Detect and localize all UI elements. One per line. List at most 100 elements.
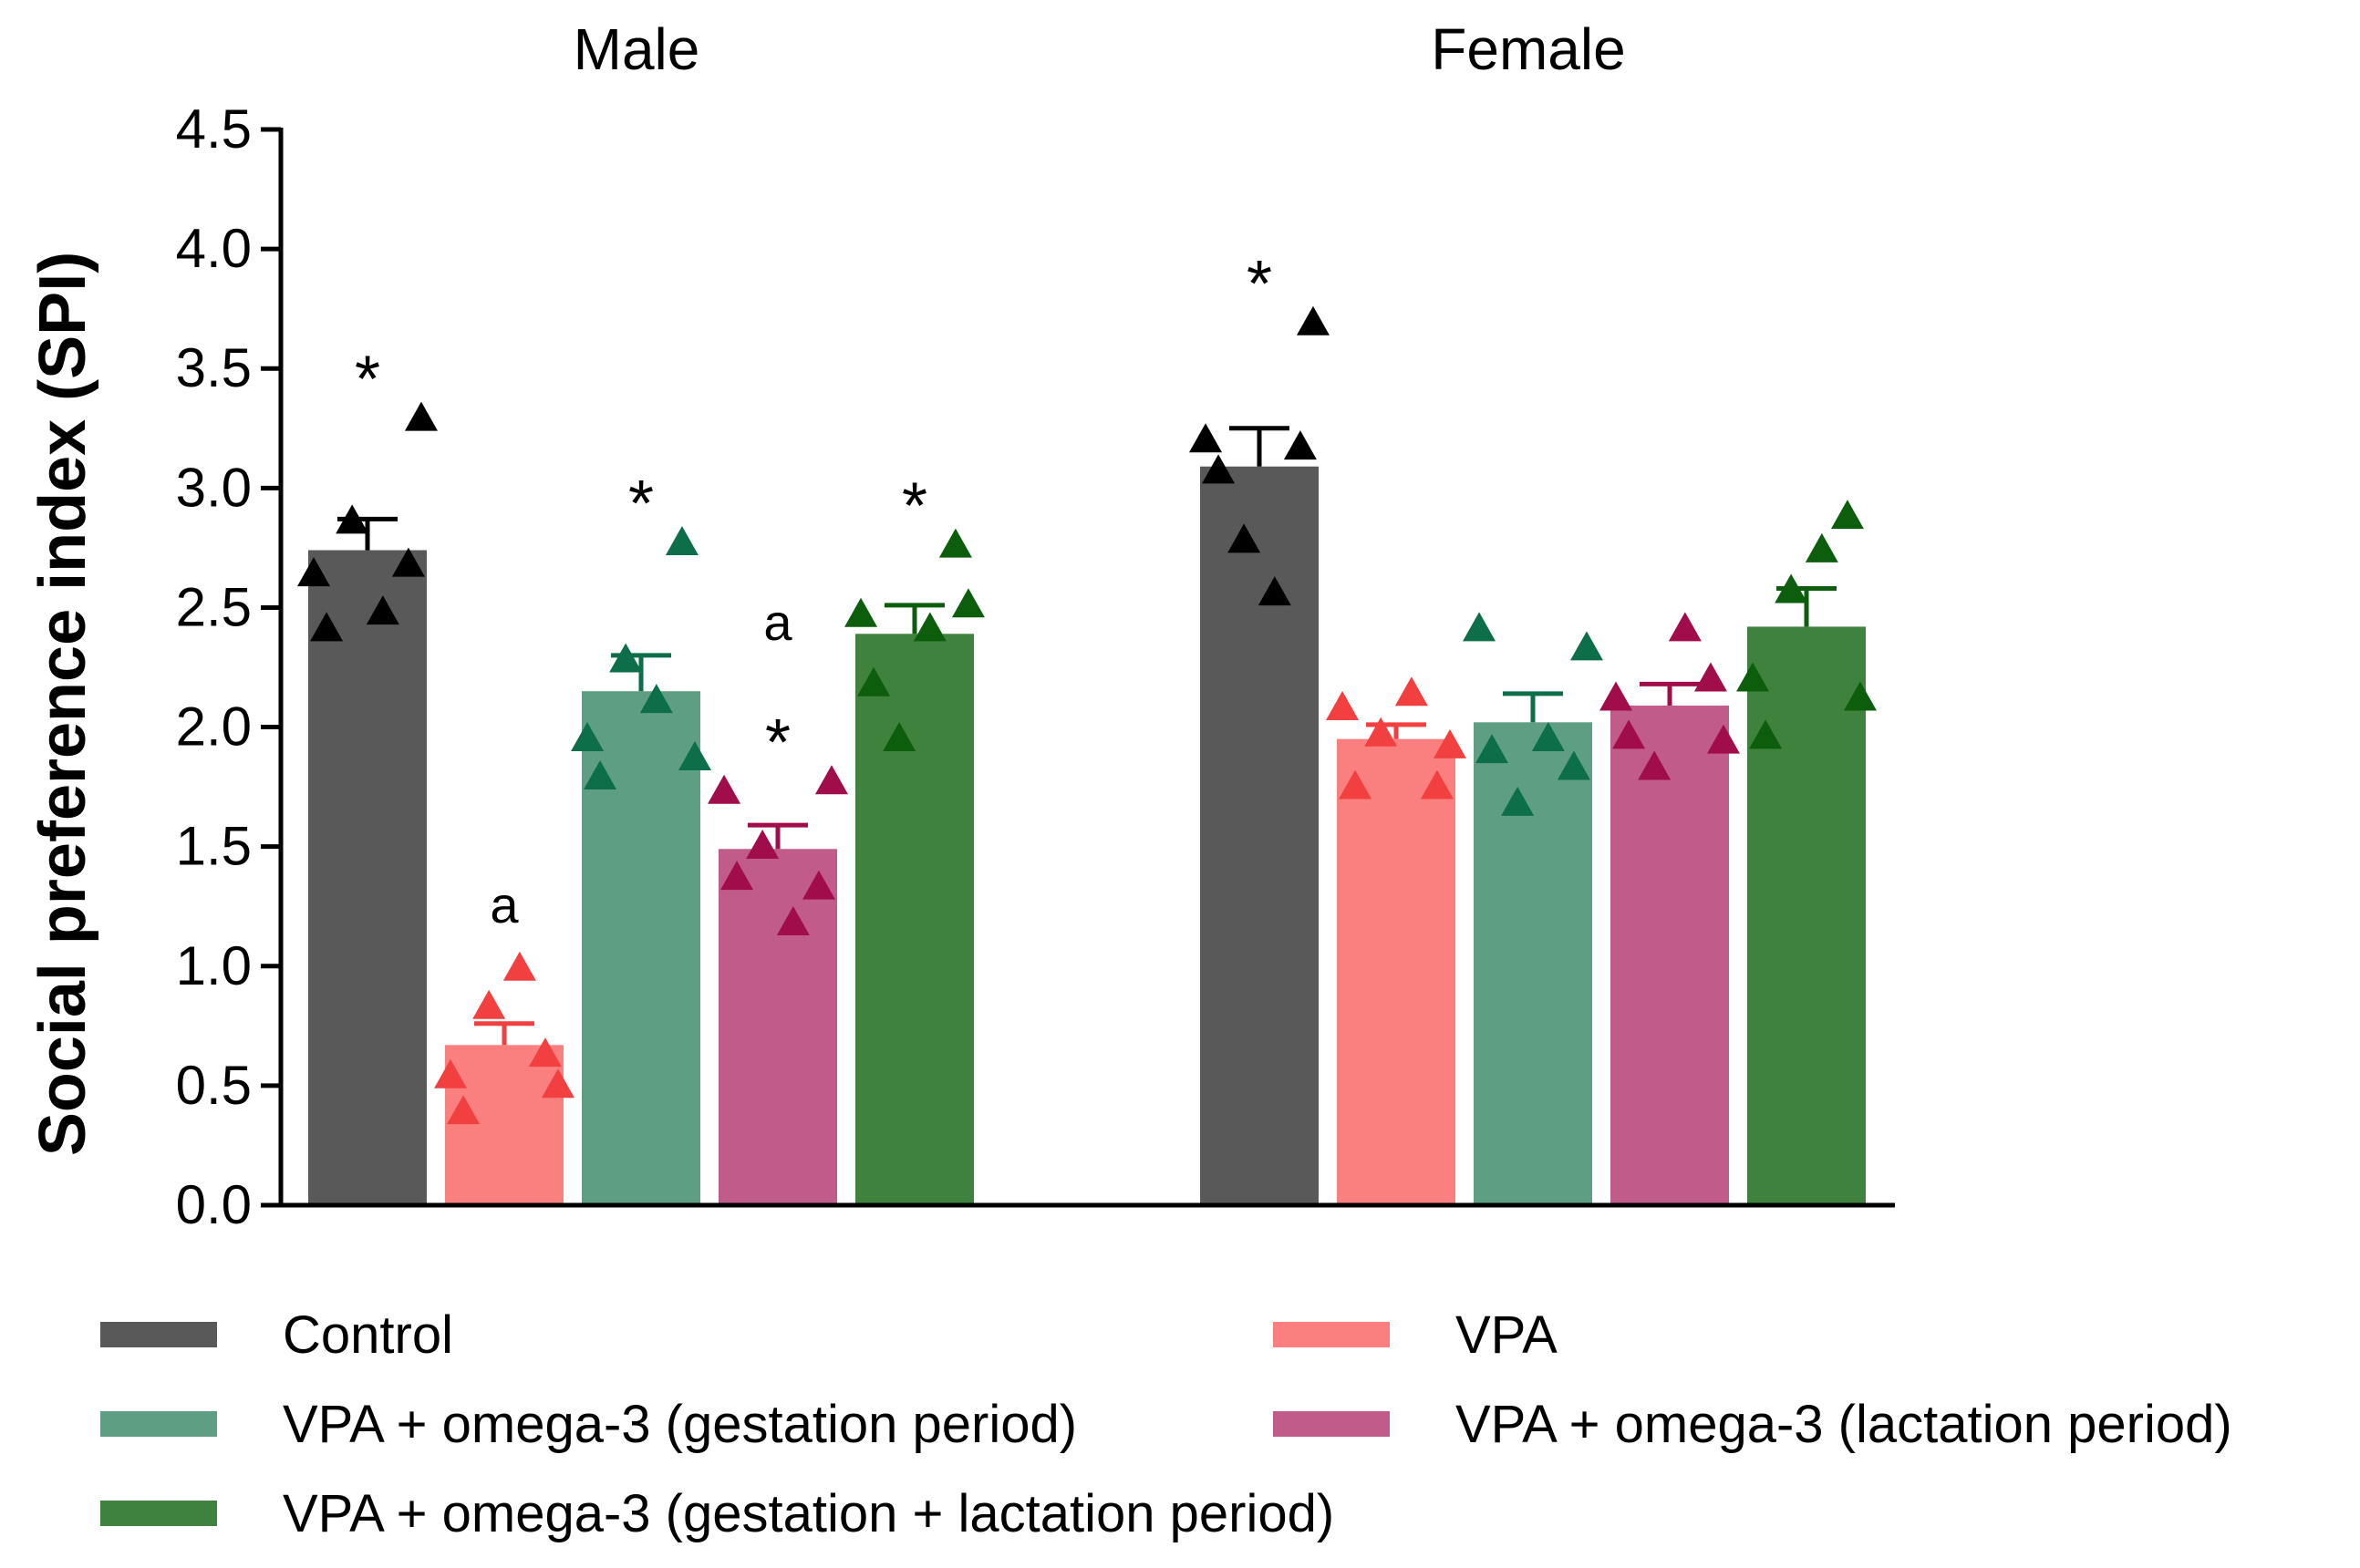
data-point-0-1-4	[1283, 430, 1317, 460]
data-point-0-1-1	[1202, 454, 1236, 484]
data-point-1-0-2	[472, 989, 506, 1019]
annotation-asterisk: *	[765, 707, 791, 779]
data-point-1-1-3	[1394, 676, 1428, 707]
annotation-asterisk: *	[355, 344, 380, 417]
data-point-0-0-0	[297, 557, 331, 587]
data-point-2-0-4	[665, 526, 699, 556]
data-point-3-0-5	[814, 765, 848, 795]
data-point-1-0-0	[434, 1058, 468, 1088]
data-point-1-1-2	[1364, 717, 1398, 747]
y-tick-label: 1.5	[176, 816, 252, 877]
data-point-3-1-3	[1668, 612, 1702, 642]
legend-swatch-0	[100, 1322, 217, 1347]
data-point-0-0-1	[310, 612, 344, 642]
data-point-3-0-0	[708, 774, 741, 804]
y-tick-label: 3.0	[176, 457, 252, 518]
data-point-1-0-3	[502, 951, 536, 981]
data-point-4-0-1	[857, 666, 891, 696]
data-point-2-1-2	[1501, 786, 1535, 816]
bar-1-0	[445, 1045, 564, 1205]
data-point-0-1-3	[1258, 576, 1291, 606]
data-point-4-1-0	[1736, 662, 1770, 692]
data-point-4-0-5	[951, 588, 985, 618]
legend-label-2: VPA + omega-3 (gestation period)	[283, 1395, 1077, 1454]
data-point-1-0-1	[447, 1095, 481, 1125]
legend-swatch-4	[100, 1501, 217, 1526]
data-point-3-1-2	[1638, 750, 1672, 780]
data-point-2-0-3	[639, 684, 673, 714]
data-point-0-1-2	[1227, 523, 1261, 553]
data-point-2-1-5	[1569, 631, 1603, 661]
data-point-1-0-4	[528, 1037, 562, 1068]
legend-swatch-1	[1273, 1322, 1390, 1347]
data-point-4-1-1	[1749, 719, 1783, 749]
group-label-female: Female	[1431, 16, 1625, 82]
data-point-1-0-5	[541, 1068, 574, 1099]
legend-label-1: VPA	[1455, 1305, 1558, 1365]
data-point-0-1-5	[1296, 305, 1330, 335]
bar-0-1	[1200, 466, 1319, 1205]
annotation-letter: a	[490, 876, 519, 934]
data-point-4-1-2	[1775, 573, 1808, 603]
data-point-2-1-4	[1557, 750, 1590, 780]
data-point-3-0-3	[776, 905, 810, 935]
bar-3-1	[1610, 705, 1729, 1205]
legend-label-4: VPA + omega-3 (gestation + lactation per…	[283, 1484, 1334, 1543]
data-point-2-1-3	[1531, 722, 1565, 752]
y-axis-label: Social preference index (SPI)	[26, 252, 99, 1156]
annotation-asterisk: *	[1247, 248, 1272, 321]
data-point-3-1-1	[1612, 719, 1646, 749]
y-tick-label: 2.0	[176, 696, 252, 758]
data-point-2-0-5	[678, 741, 711, 771]
data-point-0-0-3	[366, 595, 399, 625]
data-point-0-1-0	[1189, 423, 1223, 453]
bar-1-1	[1337, 738, 1455, 1205]
bar-0-0	[308, 550, 427, 1205]
bar-4-0	[855, 634, 974, 1205]
data-point-4-1-4	[1830, 500, 1864, 530]
data-point-4-0-2	[883, 722, 916, 752]
data-point-1-1-4	[1420, 769, 1454, 799]
legend-label-0: Control	[283, 1305, 453, 1365]
data-point-3-0-1	[720, 861, 754, 891]
group-label-male: Male	[574, 16, 700, 82]
data-point-0-0-5	[404, 401, 438, 431]
legend-swatch-2	[100, 1411, 217, 1437]
y-tick-label: 4.0	[176, 218, 252, 279]
y-tick-label: 4.5	[176, 98, 252, 160]
data-point-0-0-2	[336, 504, 369, 534]
y-tick-label: 3.5	[176, 337, 252, 398]
bar-4-1	[1747, 626, 1866, 1205]
legend-label-3: VPA + omega-3 (lactation period)	[1455, 1395, 2232, 1454]
data-point-4-1-3	[1805, 532, 1838, 562]
data-point-0-0-4	[391, 547, 425, 577]
data-point-1-1-5	[1433, 728, 1466, 758]
data-point-2-1-1	[1475, 734, 1509, 764]
annotation-asterisk: *	[628, 468, 654, 541]
annotation-letter: a	[763, 593, 792, 651]
data-point-3-1-5	[1706, 724, 1740, 754]
bar-2-1	[1474, 722, 1592, 1205]
data-point-3-1-4	[1693, 662, 1727, 692]
y-tick-label: 1.0	[176, 935, 252, 996]
data-point-3-0-4	[802, 870, 835, 900]
data-point-2-0-2	[609, 643, 643, 673]
data-point-4-0-3	[913, 612, 947, 642]
annotation-asterisk: *	[902, 470, 927, 543]
data-point-4-0-0	[844, 597, 878, 627]
data-point-3-0-2	[746, 830, 780, 860]
y-tick-label: 0.5	[176, 1055, 252, 1116]
data-point-2-1-0	[1463, 612, 1496, 642]
data-point-1-1-1	[1339, 769, 1372, 799]
y-tick-label: 2.5	[176, 576, 252, 637]
bar-3-0	[719, 849, 837, 1205]
data-point-4-1-5	[1843, 681, 1877, 711]
y-tick-label: 0.0	[176, 1174, 252, 1235]
data-point-3-1-0	[1599, 681, 1633, 711]
legend-swatch-3	[1273, 1411, 1390, 1437]
data-point-4-0-4	[938, 528, 972, 558]
data-point-2-0-1	[584, 760, 617, 789]
data-point-1-1-0	[1326, 690, 1360, 720]
